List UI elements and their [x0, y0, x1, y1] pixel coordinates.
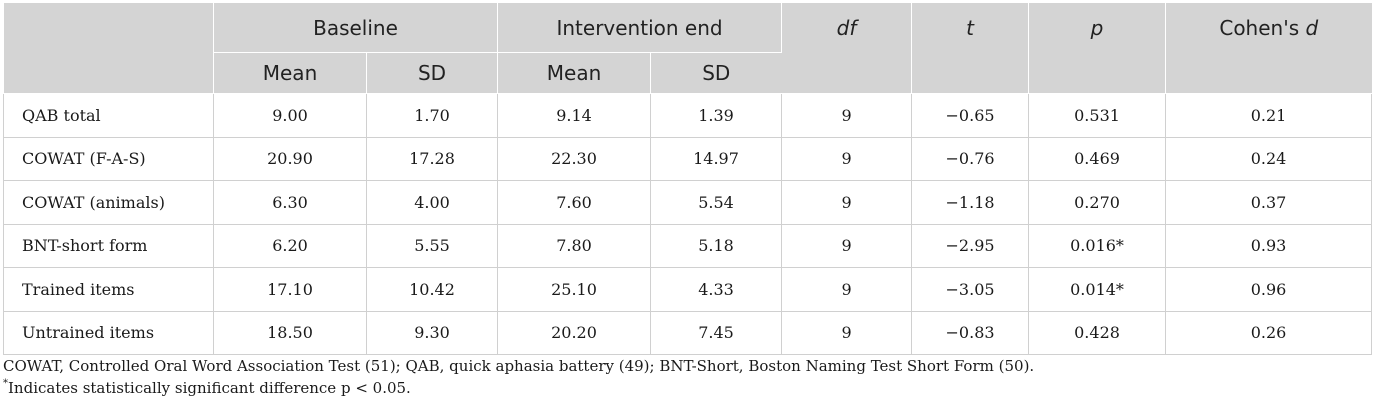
p-cell: 0.469 — [1028, 137, 1167, 181]
df-cell: 9 — [781, 267, 913, 312]
baseline-mean-cell: 18.50 — [213, 311, 367, 355]
header-intervention-end: Intervention end — [497, 3, 783, 53]
p-cell: 0.270 — [1028, 180, 1167, 225]
df-cell: 9 — [781, 311, 913, 355]
results-table: Baseline Intervention end df t p Cohen's… — [3, 3, 1373, 355]
intervention-mean-cell: 7.60 — [497, 180, 652, 225]
significance-mark: * — [3, 378, 8, 389]
intervention-sd-cell: 14.97 — [650, 137, 783, 181]
row-label: COWAT (F-A-S) — [3, 137, 214, 181]
baseline-sd-cell: 17.28 — [366, 137, 499, 181]
header-df-label: df — [836, 16, 857, 40]
header-baseline: Baseline — [213, 3, 499, 53]
header-empty-cell — [3, 3, 214, 94]
intervention-sd-cell: 1.39 — [650, 93, 783, 138]
header-intervention-sd: SD — [650, 52, 782, 94]
header-df: df — [781, 3, 913, 94]
baseline-mean-cell: 20.90 — [213, 137, 367, 181]
table-notes: COWAT, Controlled Oral Word Association … — [3, 355, 1371, 399]
significance-note: *Indicates statistically significant dif… — [3, 377, 1371, 399]
abbreviations-note: COWAT, Controlled Oral Word Association … — [3, 357, 1035, 375]
header-p-label: p — [1090, 16, 1104, 40]
header-cohens-d: Cohen's d — [1165, 3, 1372, 94]
intervention-mean-cell: 7.80 — [497, 224, 652, 268]
cohens-d-cell: 0.96 — [1165, 267, 1373, 312]
header-t: t — [911, 3, 1030, 94]
t-cell: −0.83 — [911, 311, 1030, 355]
df-cell: 9 — [781, 180, 913, 225]
table-row: Trained items 17.10 10.42 25.10 4.33 9 −… — [3, 267, 1373, 312]
intervention-sd-cell: 7.45 — [650, 311, 783, 355]
baseline-sd-cell: 4.00 — [366, 180, 499, 225]
header-intervention-mean: Mean — [497, 52, 652, 94]
intervention-sd-cell: 5.54 — [650, 180, 783, 225]
header-p: p — [1028, 3, 1167, 94]
table-row: QAB total 9.00 1.70 9.14 1.39 9 −0.65 0.… — [3, 93, 1373, 138]
t-cell: −2.95 — [911, 224, 1030, 268]
table-header: Baseline Intervention end df t p Cohen's… — [3, 3, 1372, 94]
row-label: Trained items — [3, 267, 214, 312]
header-cohens-d-italic: d — [1305, 16, 1319, 40]
df-cell: 9 — [781, 93, 913, 138]
intervention-sd-cell: 5.18 — [650, 224, 783, 268]
header-cohens-d-prefix: Cohen's — [1219, 16, 1306, 40]
row-label: QAB total — [3, 93, 214, 138]
baseline-sd-cell: 10.42 — [366, 267, 499, 312]
intervention-mean-cell: 25.10 — [497, 267, 652, 312]
df-cell: 9 — [781, 137, 913, 181]
baseline-sd-cell: 1.70 — [366, 93, 499, 138]
baseline-sd-cell: 9.30 — [366, 311, 499, 355]
t-cell: −3.05 — [911, 267, 1030, 312]
table-row: BNT-short form 6.20 5.55 7.80 5.18 9 −2.… — [3, 224, 1373, 268]
baseline-mean-cell: 17.10 — [213, 267, 367, 312]
table-row: Untrained items 18.50 9.30 20.20 7.45 9 … — [3, 311, 1373, 355]
table-row: COWAT (F-A-S) 20.90 17.28 22.30 14.97 9 … — [3, 137, 1373, 181]
p-cell: 0.014* — [1028, 267, 1167, 312]
cohens-d-cell: 0.21 — [1165, 93, 1373, 138]
row-label: Untrained items — [3, 311, 214, 355]
t-cell: −0.76 — [911, 137, 1030, 181]
p-cell: 0.016* — [1028, 224, 1167, 268]
p-cell: 0.428 — [1028, 311, 1167, 355]
intervention-sd-cell: 4.33 — [650, 267, 783, 312]
baseline-mean-cell: 6.20 — [213, 224, 367, 268]
table-row: COWAT (animals) 6.30 4.00 7.60 5.54 9 −1… — [3, 180, 1373, 225]
row-label: BNT-short form — [3, 224, 214, 268]
df-cell: 9 — [781, 224, 913, 268]
cohens-d-cell: 0.26 — [1165, 311, 1373, 355]
significance-text: Indicates statistically significant diff… — [8, 379, 411, 397]
header-t-label: t — [966, 16, 974, 40]
cohens-d-cell: 0.37 — [1165, 180, 1373, 225]
cohens-d-cell: 0.24 — [1165, 137, 1373, 181]
intervention-mean-cell: 9.14 — [497, 93, 652, 138]
baseline-mean-cell: 6.30 — [213, 180, 367, 225]
t-cell: −1.18 — [911, 180, 1030, 225]
baseline-mean-cell: 9.00 — [213, 93, 367, 138]
header-baseline-mean: Mean — [213, 52, 367, 94]
t-cell: −0.65 — [911, 93, 1030, 138]
cohens-d-cell: 0.93 — [1165, 224, 1373, 268]
header-baseline-sd: SD — [366, 52, 499, 94]
results-table-container: Baseline Intervention end df t p Cohen's… — [3, 3, 1373, 355]
intervention-mean-cell: 22.30 — [497, 137, 652, 181]
baseline-sd-cell: 5.55 — [366, 224, 499, 268]
p-cell: 0.531 — [1028, 93, 1167, 138]
intervention-mean-cell: 20.20 — [497, 311, 652, 355]
row-label: COWAT (animals) — [3, 180, 214, 225]
table-body: QAB total 9.00 1.70 9.14 1.39 9 −0.65 0.… — [3, 93, 1373, 355]
